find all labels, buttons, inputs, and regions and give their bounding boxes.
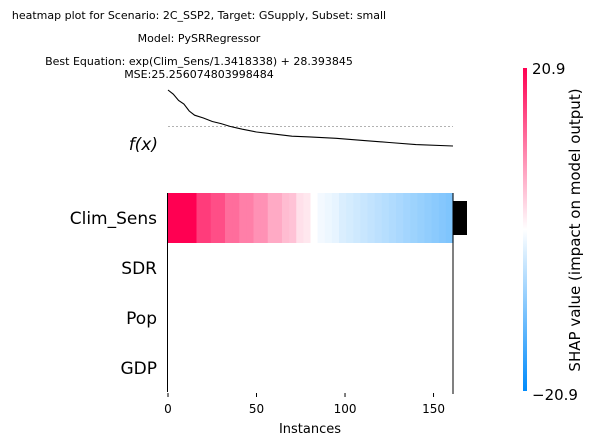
heatmap-cell: [274, 193, 283, 243]
feature-importance-bars: [453, 201, 467, 235]
heatmap-cell: [253, 193, 262, 243]
feature-label-pop: Pop: [126, 309, 157, 329]
feature-label-clim-sens: Clim_Sens: [70, 209, 157, 229]
feature-label-gdp: GDP: [120, 359, 157, 379]
heatmap-cell: [168, 193, 176, 243]
x-tick-label-150: 150: [422, 402, 445, 416]
heatmap-cell: [396, 193, 404, 243]
heatmap-cell: [317, 193, 326, 243]
heatmap-cell: [189, 193, 198, 243]
colorbar: 20.9 −20.9 SHAP value (impact on model o…: [523, 60, 584, 404]
x-tick-label-50: 50: [249, 402, 264, 416]
heatmap-cell: [367, 193, 376, 243]
chart-title-line-3: Best Equation: exp(Clim_Sens/1.3418338) …: [45, 55, 353, 68]
x-axis: 0 50 100 150 Instances: [164, 393, 445, 437]
heatmap-cell: [239, 193, 247, 243]
heatmap-cell: [381, 193, 390, 243]
fx-curve: [167, 89, 454, 147]
chart-title-line-1: heatmap plot for Scenario: 2C_SSP2, Targ…: [12, 9, 386, 22]
heatmap-cell: [282, 193, 290, 243]
heatmap-cell: [203, 193, 212, 243]
colorbar-title: SHAP value (impact on model output): [566, 88, 584, 371]
fx-label: f(x): [129, 135, 158, 155]
heatmap-cell: [339, 193, 347, 243]
heatmap-cell: [225, 193, 233, 243]
x-tick-label-0: 0: [164, 402, 172, 416]
heatmap-cell: [260, 193, 269, 243]
heatmap-cell: [182, 193, 190, 243]
heatmap-cell: [410, 193, 418, 243]
feature-labels: Clim_Sens SDR Pop GDP: [70, 209, 157, 379]
x-axis-label: Instances: [279, 422, 341, 437]
fx-panel: f(x): [129, 89, 454, 155]
heatmap-cell: [217, 193, 226, 243]
heatmap-cell: [303, 193, 312, 243]
heatmap-cell: [246, 193, 255, 243]
chart-title-line-4: MSE:25.256074803998484: [124, 68, 274, 81]
colorbar-gradient: [523, 68, 527, 391]
colorbar-max-label: 20.9: [532, 60, 565, 78]
heatmap-cell: [445, 193, 454, 243]
heatmap-cell: [424, 193, 433, 243]
heatmap-cell: [324, 193, 333, 243]
x-tick-label-100: 100: [334, 402, 357, 416]
heatmap-cell: [210, 193, 219, 243]
heatmap-cell: [360, 193, 369, 243]
heatmap-cell: [431, 193, 440, 243]
heatmap-cell: [267, 193, 276, 243]
heatmap-cell: [346, 193, 354, 243]
heatmap-cell: [232, 193, 240, 243]
heatmap-cells: [168, 193, 454, 243]
heatmap-cell: [417, 193, 426, 243]
feature-label-sdr: SDR: [121, 259, 157, 279]
heatmap-cell: [353, 193, 361, 243]
importance-bar-clim-sens: [453, 201, 467, 235]
colorbar-min-label: −20.9: [532, 386, 578, 404]
heatmap-cell: [289, 193, 297, 243]
heatmap-cell: [388, 193, 397, 243]
chart-title-line-2: Model: PySRRegressor: [138, 32, 261, 45]
heatmap-cell: [403, 193, 411, 243]
heatmap-cell: [310, 193, 319, 243]
heatmap-cell: [438, 193, 447, 243]
heatmap-cell: [296, 193, 304, 243]
heatmap-cell: [374, 193, 383, 243]
heatmap-cell: [196, 193, 205, 243]
heatmap-cell: [175, 193, 183, 243]
heatmap-cell: [331, 193, 340, 243]
